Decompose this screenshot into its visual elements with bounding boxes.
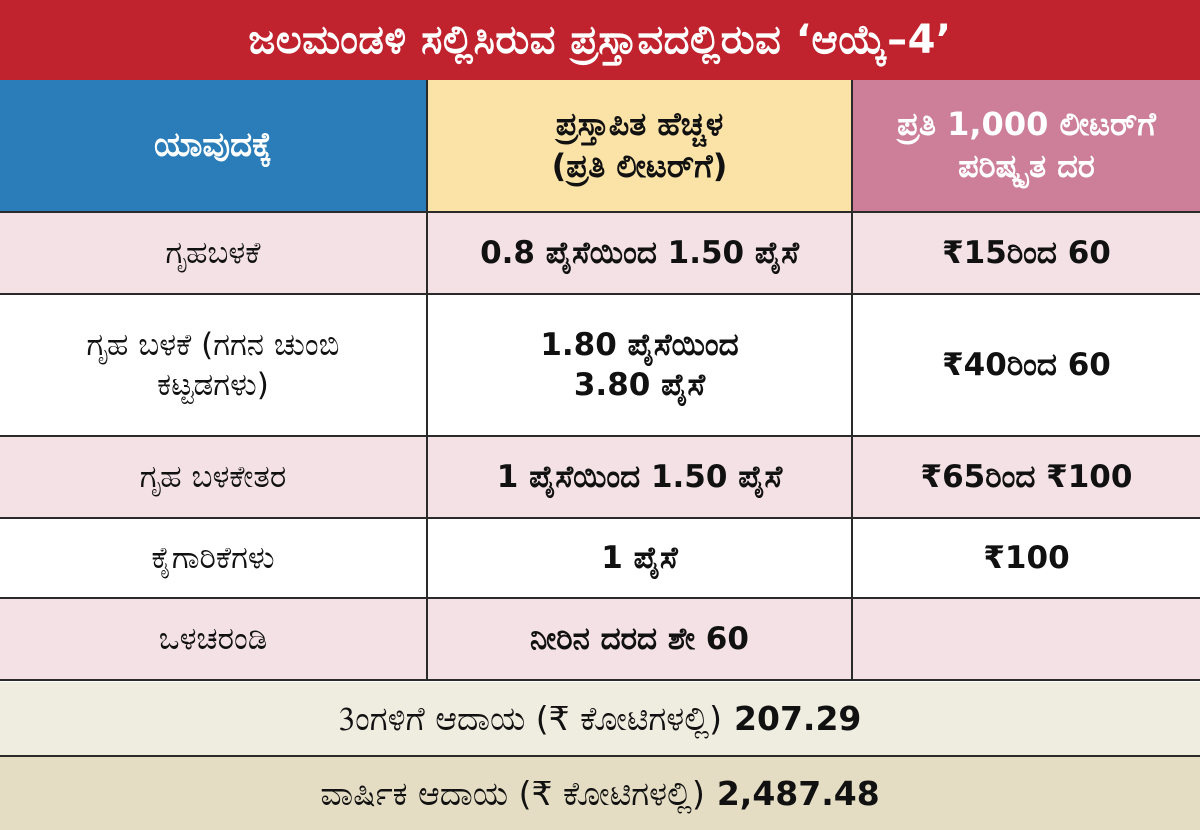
table-row: ಒಳಚರಂಡಿ ನೀರಿನ ದರದ ಶೇ 60 <box>0 597 1200 681</box>
row-rate: ₹65ರಿಂದ ₹100 <box>851 435 1200 519</box>
table-row: ಕೈಗಾರಿಕೆಗಳು 1 ಪೈಸೆ ₹100 <box>0 517 1200 599</box>
row-category: ಗೃಹಬಳಕೆ <box>0 211 428 295</box>
row-rate: ₹40ರಿಂದ 60 <box>851 293 1200 437</box>
row-category: ಕೈಗಾರಿಕೆಗಳು <box>0 517 428 599</box>
row-rate: ₹15ರಿಂದ 60 <box>851 211 1200 295</box>
infographic-title: ಜಲಮಂಡಳಿ ಸಲ್ಲಿಸಿರುವ ಪ್ರಸ್ತಾವದಲ್ಲಿರುವ ‘ಆಯ್… <box>0 0 1200 80</box>
row-category: ಗೃಹ ಬಳಕೇತರ <box>0 435 428 519</box>
row-increase: ನೀರಿನ ದರದ ಶೇ 60 <box>426 597 853 681</box>
header-category: ಯಾವುದಕ್ಕೆ <box>0 80 428 213</box>
table-row: ಗೃಹಬಳಕೆ 0.8 ಪೈಸೆಯಿಂದ 1.50 ಪೈಸೆ ₹15ರಿಂದ 6… <box>0 211 1200 295</box>
table-header-row: ಯಾವುದಕ್ಕೆ ಪ್ರಸ್ತಾಪಿತ ಹೆಚ್ಚಳ (ಪ್ರತಿ ಲೀಟರ್‌… <box>0 80 1200 213</box>
header-proposed-increase: ಪ್ರಸ್ತಾಪಿತ ಹೆಚ್ಚಳ (ಪ್ರತಿ ಲೀಟರ್‌ಗೆ) <box>426 80 853 213</box>
row-increase: 1 ಪೈಸೆಯಿಂದ 1.50 ಪೈಸೆ <box>426 435 853 519</box>
monthly-revenue: 3ಂಗಳಿಗೆ ಆದಾಯ (₹ ಕೋಟಿಗಳಲ್ಲಿ) 207.29 <box>0 682 1200 757</box>
annual-revenue-value: 2,487.48 <box>716 774 880 813</box>
monthly-revenue-value: 207.29 <box>734 699 862 738</box>
row-increase: 0.8 ಪೈಸೆಯಿಂದ 1.50 ಪೈಸೆ <box>426 211 853 295</box>
header-revised-rate: ಪ್ರತಿ 1,000 ಲೀಟರ್‌ಗೆ ಪರಿಷ್ಕೃತ ದರ <box>851 80 1200 213</box>
row-rate: ₹100 <box>851 517 1200 599</box>
row-category: ಗೃಹ ಬಳಕೆ (ಗಗನ ಚುಂಬಿ ಕಟ್ಟಡಗಳು) <box>0 293 428 437</box>
monthly-revenue-label: 3ಂಗಳಿಗೆ ಆದಾಯ (₹ ಕೋಟಿಗಳಲ್ಲಿ) <box>338 698 723 738</box>
annual-revenue-label: ವಾರ್ಷಿಕ ಆದಾಯ (₹ ಕೋಟಿಗಳಲ್ಲಿ) <box>320 773 705 813</box>
table-row: ಗೃಹ ಬಳಕೇತರ 1 ಪೈಸೆಯಿಂದ 1.50 ಪೈಸೆ ₹65ರಿಂದ … <box>0 435 1200 519</box>
row-increase: 1 ಪೈಸೆ <box>426 517 853 599</box>
row-increase: 1.80 ಪೈಸೆಯಿಂದ 3.80 ಪೈಸೆ <box>426 293 853 437</box>
annual-revenue: ವಾರ್ಷಿಕ ಆದಾಯ (₹ ಕೋಟಿಗಳಲ್ಲಿ) 2,487.48 <box>0 757 1200 830</box>
tariff-table: ಯಾವುದಕ್ಕೆ ಪ್ರಸ್ತಾಪಿತ ಹೆಚ್ಚಳ (ಪ್ರತಿ ಲೀಟರ್‌… <box>0 80 1200 681</box>
row-category: ಒಳಚರಂಡಿ <box>0 597 428 681</box>
row-rate <box>851 597 1200 681</box>
table-row: ಗೃಹ ಬಳಕೆ (ಗಗನ ಚುಂಬಿ ಕಟ್ಟಡಗಳು) 1.80 ಪೈಸೆಯಿ… <box>0 293 1200 437</box>
